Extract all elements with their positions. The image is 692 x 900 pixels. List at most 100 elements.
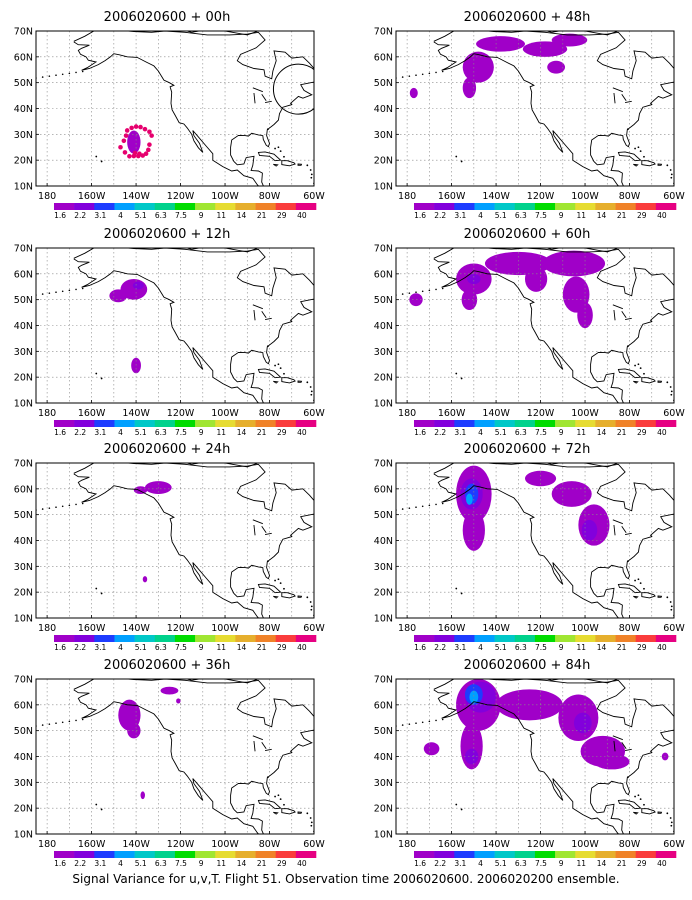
map-content	[36, 31, 314, 186]
island-dot	[81, 287, 84, 290]
island-dot	[61, 290, 64, 293]
colorbar-label: 5.1	[495, 859, 507, 868]
island-dot	[435, 288, 437, 291]
colorbar-label: 6.3	[155, 859, 167, 868]
map-panel-p60: 2006020600 + 60h 70N 60N 50N 40N 30N 20N 10N 180…	[374, 227, 686, 437]
highlight-circle	[272, 63, 314, 115]
island-dot	[408, 507, 411, 509]
coastline	[433, 31, 674, 186]
island-dot	[637, 578, 640, 581]
colorbar-label: 7.5	[175, 211, 187, 220]
lat-tick-label: 50N	[14, 78, 33, 89]
island-dot	[274, 364, 276, 367]
island-dot	[627, 776, 629, 779]
colorbar-swatch	[195, 851, 216, 858]
colorbar-label: 5.1	[135, 643, 147, 652]
lat-tick-label: 50N	[374, 295, 393, 306]
colorbar-swatch	[195, 203, 216, 210]
colorbar-label: 2.2	[74, 859, 86, 868]
coastline-island	[583, 463, 620, 468]
colorbar-label: 3.1	[94, 428, 106, 437]
colorbar-label: 40	[297, 211, 307, 220]
colorbar-swatch	[174, 851, 196, 858]
colorbar-swatch	[114, 420, 135, 427]
lon-tick-label: 80W	[259, 191, 281, 202]
observation-point	[123, 133, 129, 138]
island-dot	[100, 592, 103, 595]
lon-tick-label: 80W	[259, 839, 281, 850]
island-dot	[310, 821, 313, 824]
colorbar-label: 21	[257, 859, 267, 868]
lon-tick-label: 60W	[663, 408, 685, 419]
coastline-island	[223, 31, 260, 36]
island-dot	[267, 560, 269, 563]
colorbar-swatch	[555, 635, 576, 642]
island-dot	[670, 824, 673, 827]
coastline-newfoundland	[316, 727, 330, 739]
island-dot	[627, 345, 629, 348]
colorbar-label: 5.1	[135, 428, 147, 437]
colorbar-label: 5.1	[495, 428, 507, 437]
colorbar-swatch	[114, 851, 135, 858]
panel-title: 2006020600 + 60h	[464, 227, 591, 242]
colorbar-swatch	[454, 635, 475, 642]
colorbar-label: 11	[217, 428, 227, 437]
lat-tick-label: 20N	[374, 804, 393, 815]
colorbar-swatch	[195, 420, 216, 427]
island-dot	[670, 821, 673, 824]
coastline-island	[273, 595, 279, 599]
panel-title: 2006020600 + 36h	[104, 658, 231, 673]
lat-tick-label: 40N	[14, 536, 33, 547]
colorbar-label: 3.1	[454, 859, 466, 868]
island-dot	[310, 173, 313, 176]
great-lakes	[613, 309, 616, 321]
colorbar-swatch	[275, 420, 297, 427]
lat-tick-label: 20N	[374, 156, 393, 167]
island-dot	[310, 393, 313, 396]
observation-point	[124, 128, 130, 133]
signal-contour	[542, 250, 606, 277]
lat-tick-label: 10N	[374, 614, 393, 625]
signal-contour	[120, 279, 148, 300]
colorbar-label: 4	[118, 428, 123, 437]
island-dot	[48, 507, 51, 509]
colorbar-swatch	[575, 203, 596, 210]
great-lakes	[612, 735, 624, 741]
colorbar-label: 29	[277, 428, 287, 437]
colorbar-label: 21	[617, 428, 627, 437]
signal-contour	[522, 41, 568, 57]
panel-title: 2006020600 + 72h	[464, 442, 591, 457]
island-dot	[643, 372, 645, 375]
island-dot	[55, 722, 57, 725]
colorbar-label: 14	[237, 428, 247, 437]
map-content	[396, 679, 674, 834]
lat-tick-label: 70N	[374, 244, 393, 255]
lat-tick-label: 10N	[14, 399, 33, 410]
observation-point	[147, 129, 152, 135]
lat-tick-label: 60N	[14, 269, 33, 280]
lat-tick-label: 10N	[14, 830, 33, 841]
lat-tick-label: 40N	[374, 104, 393, 115]
island-dot	[669, 386, 672, 388]
island-dot	[41, 724, 44, 726]
coastline-island	[617, 368, 642, 379]
colorbar-label: 3.1	[94, 859, 106, 868]
lat-tick-label: 40N	[14, 321, 33, 332]
coastline-island	[273, 811, 279, 815]
island-dot	[421, 73, 424, 76]
colorbar-label: 21	[617, 211, 627, 220]
great-lakes	[252, 87, 264, 93]
great-lakes	[624, 317, 632, 321]
signal-contour	[573, 712, 592, 734]
island-dot	[643, 587, 645, 590]
map-panel-p48: 2006020600 + 48h 70N 60N 50N 40N 30N 20N 10N 180…	[374, 10, 686, 220]
lon-tick-label: 100W	[571, 191, 599, 202]
colorbar-swatch	[255, 420, 276, 427]
great-lakes	[621, 526, 627, 534]
island-dot	[435, 71, 437, 74]
colorbar-swatch	[474, 851, 495, 858]
observation-point	[127, 153, 132, 159]
colorbar-label: 3.1	[94, 211, 106, 220]
lat-tick-label: 30N	[14, 562, 33, 573]
island-dot	[310, 390, 313, 393]
